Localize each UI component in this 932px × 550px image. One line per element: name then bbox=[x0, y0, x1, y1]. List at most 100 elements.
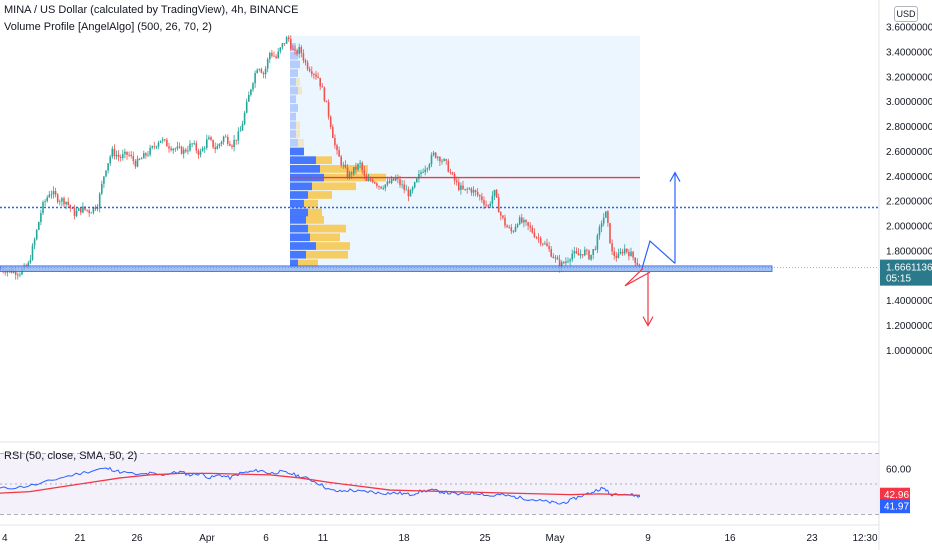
volume-profile-yellow-bar bbox=[316, 242, 350, 250]
candle-body bbox=[487, 205, 489, 207]
candle-body bbox=[462, 185, 464, 190]
volume-profile-yellow-bar bbox=[310, 233, 340, 242]
candle-body bbox=[233, 139, 235, 148]
candle-body bbox=[193, 143, 195, 145]
volume-profile-yellow-bar bbox=[296, 77, 300, 86]
candle-body bbox=[395, 177, 397, 181]
candle-body bbox=[86, 209, 88, 211]
candle-body bbox=[313, 74, 315, 75]
candle-body bbox=[80, 208, 82, 213]
price-tick-label: 2.80000000 bbox=[886, 122, 932, 133]
candle-body bbox=[283, 43, 286, 45]
candle-body bbox=[279, 47, 282, 52]
time-tick-label: Apr bbox=[199, 533, 215, 544]
candle-body bbox=[451, 172, 454, 175]
rsi-tick-label: 60.00 bbox=[886, 464, 911, 475]
candle-body bbox=[170, 148, 172, 151]
candle-body bbox=[61, 198, 63, 202]
candle-body bbox=[460, 185, 462, 190]
candle-body bbox=[491, 195, 494, 204]
candle-body bbox=[605, 211, 607, 218]
candle-body bbox=[613, 251, 615, 256]
volume-profile-blue-bar bbox=[290, 77, 296, 86]
candle-body bbox=[550, 249, 552, 257]
bearish-projection-path bbox=[624, 267, 651, 287]
time-tick-label: 6 bbox=[263, 533, 269, 544]
volume-profile-blue-bar bbox=[290, 199, 304, 208]
indicator-legend: Volume Profile [AngelAlgo] (500, 26, 70,… bbox=[4, 21, 212, 33]
candle-body bbox=[470, 188, 473, 193]
candle-body bbox=[500, 212, 502, 216]
candle-body bbox=[248, 94, 250, 102]
price-tick-label: 2.40000000 bbox=[886, 172, 932, 183]
candle-body bbox=[239, 130, 242, 132]
volume-profile-blue-bar bbox=[290, 208, 308, 217]
candle-body bbox=[327, 102, 330, 117]
volume-profile-yellow-bar bbox=[308, 191, 332, 199]
candle-body bbox=[178, 146, 181, 148]
candle-body bbox=[464, 188, 466, 190]
time-tick-label: 11 bbox=[318, 533, 329, 544]
candle-body bbox=[338, 150, 340, 157]
rsi-sma-badge bbox=[880, 487, 910, 502]
candle-body bbox=[227, 136, 229, 144]
candle-body bbox=[449, 171, 452, 173]
candle-body bbox=[317, 76, 319, 78]
candle-body bbox=[52, 191, 55, 195]
candle-body bbox=[311, 71, 313, 75]
candle-body bbox=[380, 186, 382, 189]
candle-body bbox=[441, 160, 443, 162]
candle-body bbox=[401, 184, 403, 186]
candle-body bbox=[527, 222, 529, 226]
candle-body bbox=[481, 196, 483, 201]
time-tick-label: 9 bbox=[645, 533, 651, 544]
volume-profile-blue-bar bbox=[290, 259, 298, 268]
price-badge bbox=[880, 259, 932, 286]
candle-body bbox=[117, 154, 120, 157]
candle-body bbox=[159, 140, 162, 143]
volume-profile-blue-bar bbox=[290, 121, 296, 130]
candle-body bbox=[518, 217, 521, 225]
candle-body bbox=[147, 154, 149, 156]
candle-body bbox=[134, 160, 137, 167]
candle-body bbox=[111, 148, 114, 157]
currency-button[interactable]: USD bbox=[894, 6, 918, 22]
candle-body bbox=[447, 160, 450, 172]
candle-body bbox=[298, 47, 300, 54]
candle-body bbox=[556, 257, 559, 260]
candle-body bbox=[42, 202, 44, 213]
candle-body bbox=[277, 51, 279, 58]
candle-body bbox=[33, 239, 36, 246]
candle-body bbox=[428, 164, 431, 169]
candle-body bbox=[615, 255, 618, 258]
candle-body bbox=[212, 139, 214, 148]
candle-body bbox=[88, 210, 90, 213]
candle-body bbox=[537, 237, 540, 239]
candle-body bbox=[115, 154, 118, 157]
profile-range-zone bbox=[290, 35, 640, 269]
candle-body bbox=[592, 249, 594, 255]
candle-body bbox=[413, 182, 416, 188]
candle-body bbox=[632, 251, 634, 258]
candle-body bbox=[143, 153, 145, 159]
candle-body bbox=[77, 208, 80, 211]
candle-body bbox=[514, 226, 517, 232]
candle-body bbox=[315, 74, 317, 77]
candle-body bbox=[44, 201, 46, 203]
candle-body bbox=[275, 56, 277, 58]
volume-profile-blue-bar bbox=[290, 51, 298, 60]
candle-body bbox=[355, 166, 357, 170]
bullish-projection-path bbox=[641, 239, 676, 269]
candle-body bbox=[164, 139, 166, 141]
candle-body bbox=[493, 189, 496, 196]
volume-profile-yellow-bar bbox=[312, 182, 356, 191]
candle-body bbox=[245, 101, 248, 113]
candle-body bbox=[474, 190, 477, 192]
candle-body bbox=[512, 231, 515, 233]
volume-profile-yellow-bar bbox=[308, 224, 346, 233]
candle-body bbox=[392, 178, 395, 181]
candle-body bbox=[155, 146, 158, 148]
candle-body bbox=[69, 204, 72, 209]
candle-body bbox=[258, 69, 261, 70]
